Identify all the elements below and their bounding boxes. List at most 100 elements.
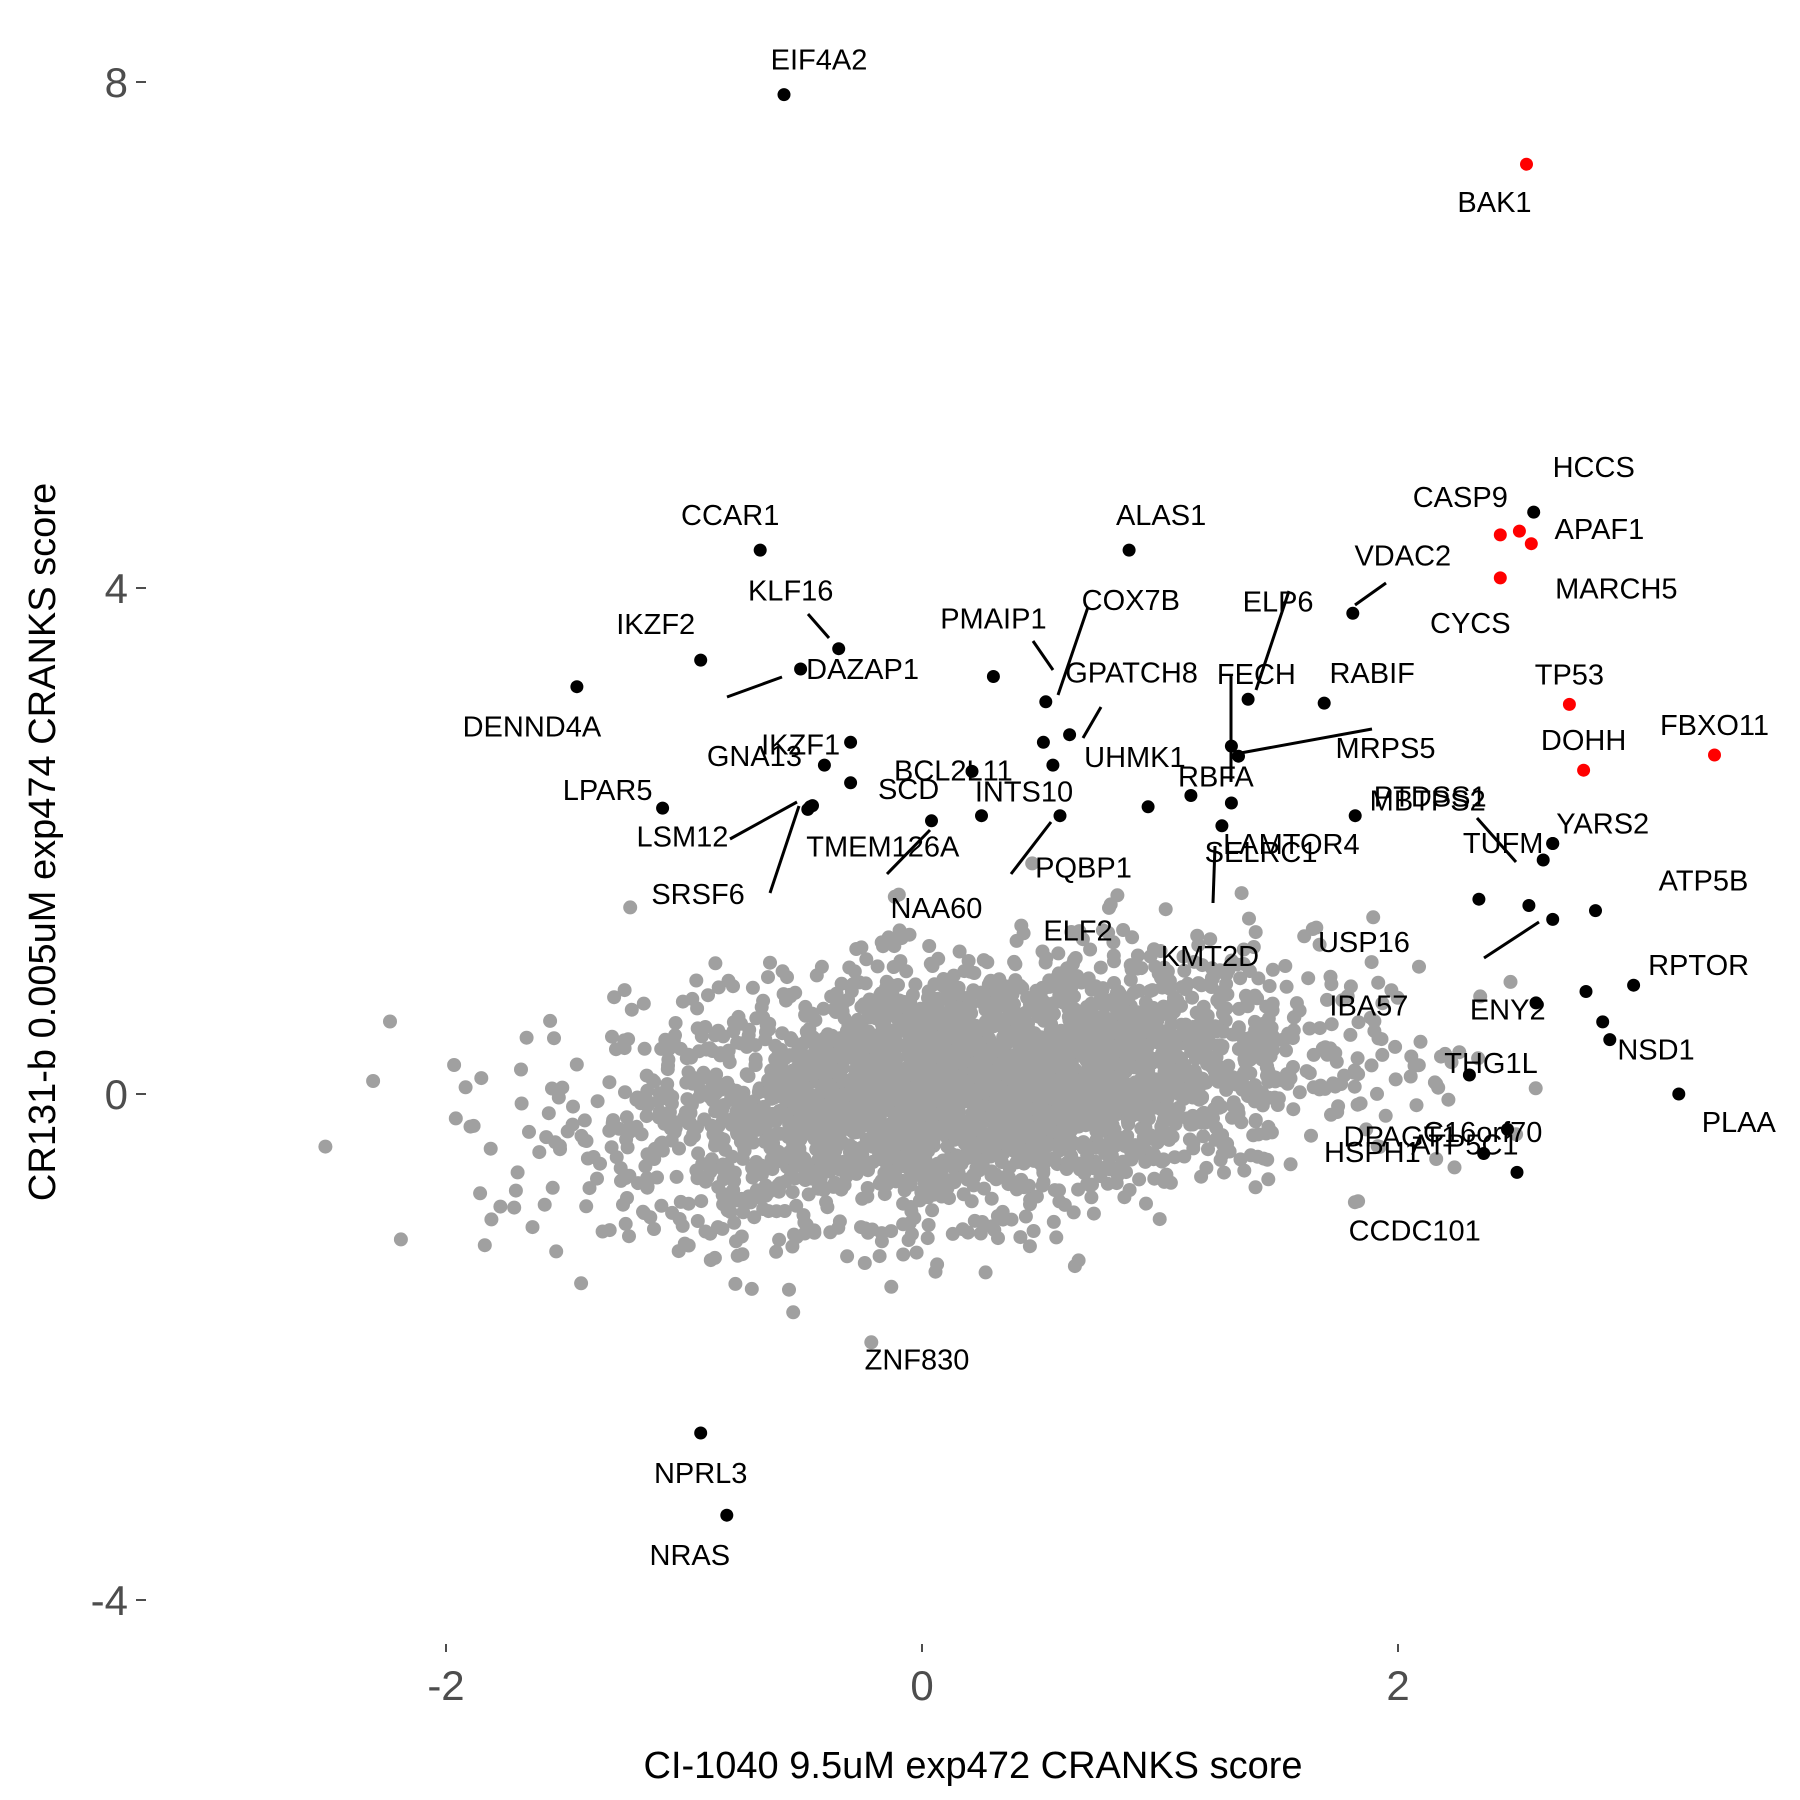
point-label-znf830: ZNF830 [865,1344,970,1376]
background-point [1215,1128,1230,1143]
background-point [1152,1212,1167,1227]
background-point [802,1106,817,1121]
background-point [637,1041,652,1056]
background-point [1028,1102,1043,1117]
background-point [1292,1003,1307,1018]
background-point [910,1026,925,1041]
y-tick-label: 0 [105,1071,128,1118]
data-point-srsf6 [803,800,817,814]
data-point-pmaip1 [986,670,1000,683]
background-point [1084,1190,1099,1205]
highlighted-points [570,88,1721,1522]
background-point [1403,1069,1418,1084]
background-point [673,1194,688,1209]
background-point [1471,1051,1486,1066]
background-point [991,1231,1005,1246]
background-point [1160,1054,1175,1068]
point-label-lamtor4: LAMTOR4 [1223,829,1359,861]
background-point [936,1124,951,1139]
background-point [1075,932,1090,947]
background-point [761,970,775,985]
data-point-apaf1 [1512,524,1526,538]
background-point [837,1073,852,1088]
background-point [682,1115,697,1129]
background-point [689,973,704,988]
background-point [741,1189,756,1204]
background-point [727,1215,742,1230]
background-point [713,1048,728,1063]
data-point-dennd4a [570,680,584,694]
background-point [797,1215,812,1230]
background-point [1046,1214,1061,1229]
background-point [899,964,914,979]
background-point [1238,1055,1253,1069]
background-point [1038,996,1053,1011]
background-point [1324,1107,1338,1122]
background-point [1024,1078,1039,1093]
background-point [731,1009,746,1024]
background-point [686,1070,701,1085]
background-point [959,1134,974,1148]
background-point [1108,1161,1122,1176]
point-label-bak1: BAK1 [1457,187,1531,219]
background-point [967,966,982,980]
background-point [1167,1150,1182,1165]
background-point [1066,1089,1081,1104]
background-point [859,1110,874,1125]
point-label-ptdss1: PTDSS1 [1374,782,1487,814]
background-point [919,1171,934,1186]
background-point [896,1217,911,1232]
background-point [393,1232,408,1247]
background-point [769,1244,784,1259]
point-label-thg1l: THG1L [1444,1048,1537,1080]
point-label-nsd1: NSD1 [1617,1035,1694,1067]
data-point-lamtor4 [1224,796,1238,810]
point-label-ccar1: CCAR1 [681,500,779,532]
background-point [1371,975,1386,990]
data-point-ints10 [965,764,979,778]
point-label-klf16: KLF16 [748,576,833,608]
background-point [909,1245,924,1260]
background-point [711,980,726,995]
background-point [1054,1062,1069,1077]
background-point [992,1039,1006,1054]
background-point [772,1181,786,1196]
background-point [1231,1042,1246,1056]
background-point [704,1118,719,1133]
point-label-atp5b: ATP5B [1659,866,1749,898]
background-point [694,1194,709,1209]
background-point [681,1238,696,1253]
y-axis-title: CR131-b 0.005uM exp474 CRANKS score [22,483,64,1201]
background-point [458,1080,473,1095]
background-point [842,1145,857,1160]
background-point [823,1225,838,1240]
background-point [1304,1128,1318,1143]
data-point-eif4a2 [777,88,791,102]
data-point-thg1l [1529,996,1543,1010]
background-point [891,1104,906,1119]
background-point [1313,1078,1328,1093]
background-point [1186,1136,1201,1151]
background-point [1302,1021,1317,1036]
background-point [720,1200,735,1215]
background-point [1014,918,1029,933]
point-label-iba57: IBA57 [1329,991,1408,1023]
background-point [679,1051,694,1066]
background-point [1364,1058,1379,1073]
background-point [907,1210,922,1225]
leader-line [1483,920,1540,960]
point-label-mbtps2: MBTPS2 [1370,786,1486,818]
background-point [881,999,896,1014]
background-point [602,1075,617,1090]
background-point [763,1141,778,1155]
background-point [633,1096,648,1111]
background-point [817,1076,832,1091]
background-point [685,991,700,1006]
background-point [789,1156,803,1170]
background-point [1106,948,1121,963]
point-label-dennd4a: DENND4A [463,712,602,744]
background-point [1127,1039,1142,1054]
background-point [874,935,889,950]
background-point [859,952,874,967]
background-point [734,1090,749,1105]
